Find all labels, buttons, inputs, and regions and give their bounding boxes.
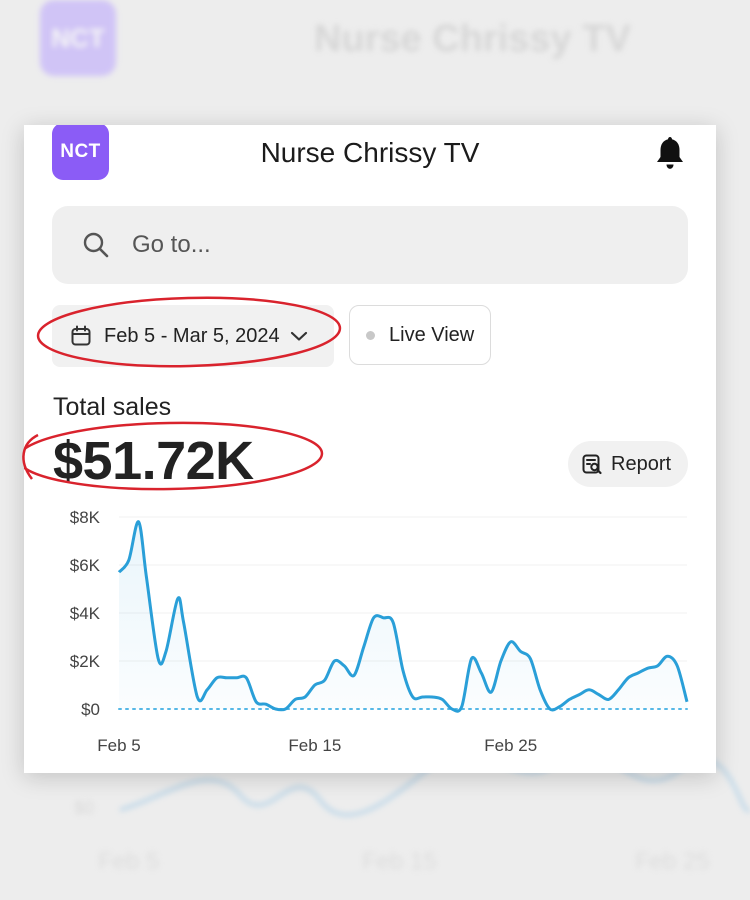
live-status-dot <box>366 330 375 340</box>
y-tick-label: $0 <box>81 700 100 719</box>
background-logo: NCT <box>40 0 116 76</box>
sales-area-fill <box>119 521 687 712</box>
x-tick-label: Feb 15 <box>288 736 341 755</box>
page-title: Nurse Chrissy TV <box>260 137 480 168</box>
date-range-label: Feb 5 - Mar 5, 2024 <box>104 324 280 347</box>
calendar-icon <box>71 325 91 346</box>
y-tick-label: $2K <box>70 652 101 671</box>
total-sales-label: Total sales <box>53 393 172 421</box>
background-title: Nurse Chrissy TV <box>314 18 631 60</box>
dashboard-card: NCT Nurse Chrissy TV Feb 5 - Mar 5, 2024… <box>24 125 716 773</box>
bell-icon[interactable] <box>654 135 686 171</box>
report-label: Report <box>611 452 672 475</box>
y-tick-label: $6K <box>70 556 101 575</box>
search-icon <box>83 232 109 258</box>
live-view-label: Live View <box>389 323 475 346</box>
background-tick: Feb 15 <box>362 848 437 875</box>
search-bar[interactable] <box>52 206 688 284</box>
x-tick-label: Feb 5 <box>97 736 140 755</box>
date-range-button[interactable]: Feb 5 - Mar 5, 2024 <box>52 305 334 367</box>
y-tick-label: $4K <box>70 604 101 623</box>
y-tick-label: $8K <box>70 508 101 527</box>
background-zero-label: $0 <box>74 798 95 818</box>
store-logo[interactable]: NCT <box>52 125 109 180</box>
live-view-button[interactable]: Live View <box>349 305 491 365</box>
background-tick: Feb 25 <box>635 848 710 875</box>
sales-line-chart: $0 $2K $4K $6K $8K Feb 5 Feb 15 Feb 25 <box>70 508 689 755</box>
background-tick: Feb 5 <box>98 848 160 875</box>
sales-series-line <box>117 520 689 713</box>
chevron-down-icon <box>290 331 307 341</box>
report-icon <box>582 454 602 475</box>
x-tick-label: Feb 25 <box>484 736 537 755</box>
report-button[interactable]: Report <box>568 441 688 487</box>
search-input[interactable] <box>130 230 614 260</box>
total-sales-value: $51.72K <box>53 431 254 491</box>
